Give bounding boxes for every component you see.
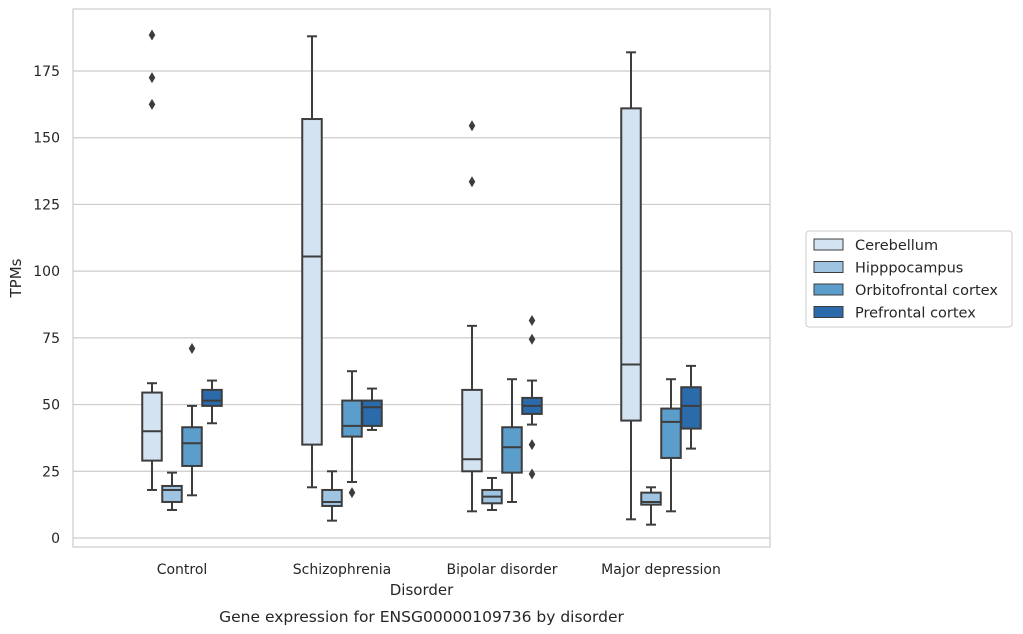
y-tick-label: 50 (42, 398, 60, 414)
iqr-box (361, 399, 383, 427)
y-tick-label: 25 (42, 464, 60, 480)
x-tick-labels: Control Schizophrenia Bipolar disorder Majo… (157, 562, 721, 578)
box (201, 379, 223, 425)
outlier-point (468, 120, 476, 132)
box (620, 51, 642, 521)
box (680, 364, 702, 450)
legend-item: Hipppocampus (813, 261, 963, 277)
box (501, 378, 523, 503)
legend-item: Cerebellum (813, 238, 938, 254)
iqr-box (141, 391, 163, 462)
legend-frame (805, 230, 1013, 328)
chart-caption: Gene expression for ENSG00000109736 by d… (219, 608, 624, 626)
box-series (141, 29, 702, 526)
box (361, 387, 383, 431)
iqr-box (461, 388, 483, 473)
box (161, 471, 183, 511)
iqr-box (321, 488, 343, 507)
iqr-box (181, 426, 203, 467)
iqr-box (620, 107, 642, 422)
legend-swatch (813, 306, 844, 318)
x-tick-label: Major depression (601, 562, 721, 578)
legend-label: Orbitofrontal cortex (855, 283, 998, 299)
y-tick-label: 0 (51, 531, 60, 547)
box (640, 486, 662, 526)
legend-swatch (813, 261, 844, 273)
x-axis-label: Disorder (390, 581, 454, 599)
legend-swatch (813, 283, 844, 296)
outlier-point (528, 315, 536, 327)
outlier-point (148, 72, 156, 84)
series-orbitofrontal-cortex (181, 343, 682, 513)
box (321, 470, 343, 522)
plot-area-background (73, 9, 770, 547)
iqr-box (341, 399, 363, 438)
outlier-point (468, 176, 476, 188)
y-axis-label: TPMs (7, 258, 25, 298)
iqr-box (680, 386, 702, 430)
iqr-box (660, 407, 682, 459)
legend-label: Prefrontal cortex (855, 306, 976, 322)
y-tick-label: 175 (33, 64, 60, 80)
outlier-point (148, 98, 156, 110)
legend-label: Cerebellum (855, 238, 938, 254)
legend-item: Orbitofrontal cortex (813, 283, 998, 299)
y-tick-label: 125 (33, 197, 60, 213)
iqr-box (161, 484, 183, 503)
box (461, 120, 483, 513)
legend-entries: Cerebellum Hipppocampus Orbitofrontal cort… (813, 238, 998, 322)
series-hipppocampus (161, 470, 662, 526)
legend-label: Hipppocampus (855, 261, 963, 277)
box (481, 476, 503, 511)
legend-swatch (813, 238, 844, 251)
outlier-point (148, 29, 156, 41)
box (301, 35, 323, 489)
box (141, 29, 163, 491)
legend: Cerebellum Hipppocampus Orbitofrontal cort… (805, 230, 1013, 328)
iqr-box (301, 118, 323, 446)
y-gridlines (73, 70, 770, 539)
outlier-point (348, 487, 356, 499)
outlier-point (528, 468, 536, 480)
outlier-point (528, 439, 536, 451)
y-tick-label: 75 (42, 331, 60, 347)
x-tick-label: Bipolar disorder (446, 562, 557, 578)
box (660, 378, 682, 513)
x-tick-label: Schizophrenia (293, 562, 391, 578)
plot-area-frame (72, 8, 771, 548)
series-cerebellum (141, 29, 642, 521)
x-tick-label: Control (157, 562, 208, 578)
iqr-box (201, 388, 223, 407)
series-prefrontal-cortex (201, 315, 702, 480)
box (521, 315, 543, 480)
outlier-point (188, 343, 196, 355)
y-tick-labels: 0 25 50 75 100 125 150 175 (33, 64, 60, 547)
outlier-point (528, 333, 536, 345)
legend-item: Prefrontal cortex (813, 306, 976, 322)
y-tick-label: 100 (33, 264, 60, 280)
iqr-box (501, 426, 523, 474)
y-tick-label: 150 (33, 131, 60, 147)
box (181, 343, 203, 497)
